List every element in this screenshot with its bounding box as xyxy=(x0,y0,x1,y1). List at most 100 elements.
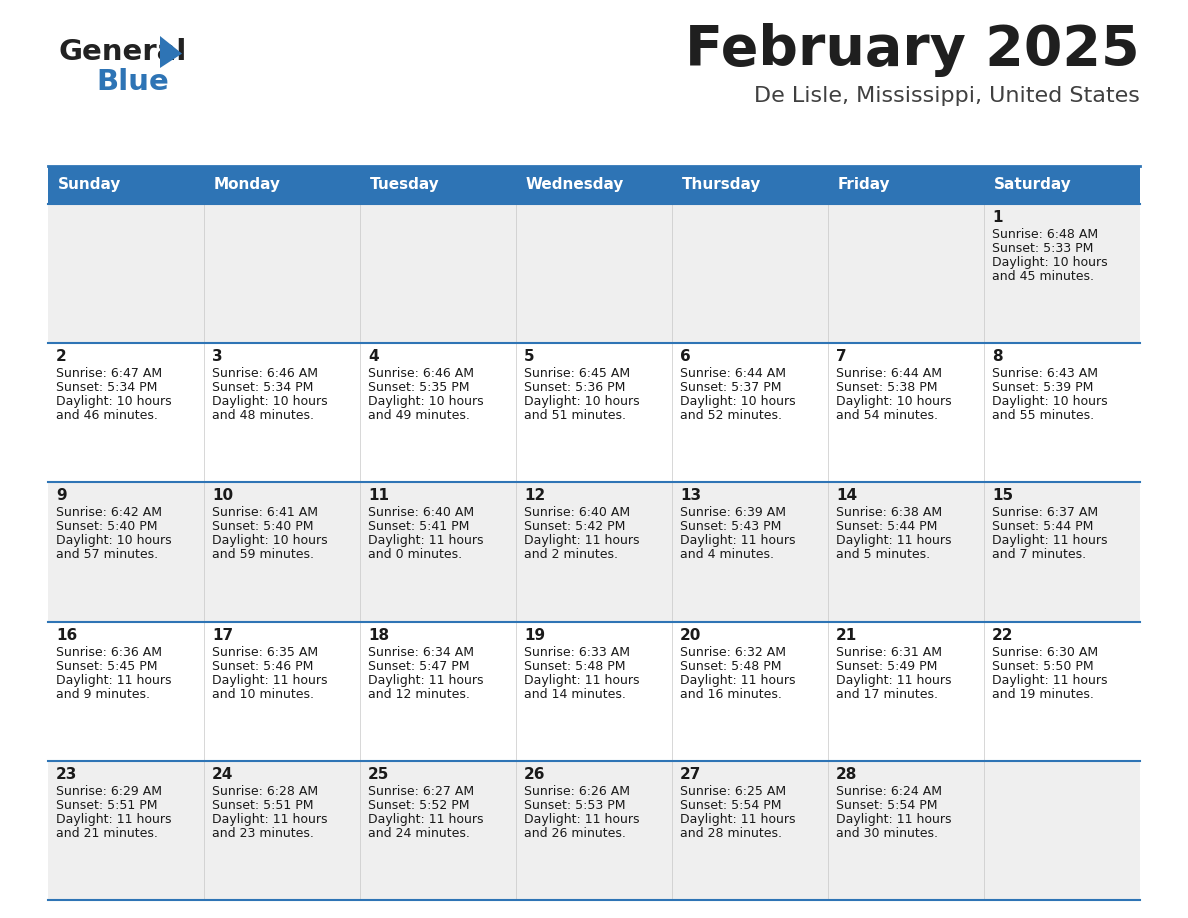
Text: Sunrise: 6:31 AM: Sunrise: 6:31 AM xyxy=(836,645,942,658)
Text: Sunrise: 6:24 AM: Sunrise: 6:24 AM xyxy=(836,785,942,798)
Text: 19: 19 xyxy=(524,628,545,643)
Text: Sunrise: 6:37 AM: Sunrise: 6:37 AM xyxy=(992,507,1098,520)
Text: Sunset: 5:48 PM: Sunset: 5:48 PM xyxy=(524,660,626,673)
Polygon shape xyxy=(160,36,182,68)
Text: Sunset: 5:50 PM: Sunset: 5:50 PM xyxy=(992,660,1094,673)
Text: Daylight: 11 hours: Daylight: 11 hours xyxy=(680,812,796,826)
Text: General: General xyxy=(58,38,187,66)
Text: Daylight: 10 hours: Daylight: 10 hours xyxy=(680,396,796,409)
Text: 6: 6 xyxy=(680,349,690,364)
Bar xyxy=(48,204,1140,343)
Text: Tuesday: Tuesday xyxy=(369,177,440,193)
Text: Daylight: 11 hours: Daylight: 11 hours xyxy=(368,674,484,687)
Bar xyxy=(48,482,1140,621)
Text: and 49 minutes.: and 49 minutes. xyxy=(368,409,470,422)
Text: and 48 minutes.: and 48 minutes. xyxy=(211,409,314,422)
Text: Daylight: 11 hours: Daylight: 11 hours xyxy=(56,674,171,687)
Text: Sunset: 5:51 PM: Sunset: 5:51 PM xyxy=(211,799,314,812)
Text: Sunset: 5:44 PM: Sunset: 5:44 PM xyxy=(836,521,937,533)
Text: Saturday: Saturday xyxy=(994,177,1072,193)
Text: Sunset: 5:34 PM: Sunset: 5:34 PM xyxy=(56,381,157,394)
Text: Daylight: 11 hours: Daylight: 11 hours xyxy=(211,812,328,826)
Text: 10: 10 xyxy=(211,488,233,503)
Text: Sunset: 5:37 PM: Sunset: 5:37 PM xyxy=(680,381,782,394)
Text: Sunrise: 6:45 AM: Sunrise: 6:45 AM xyxy=(524,367,630,380)
Text: Sunset: 5:44 PM: Sunset: 5:44 PM xyxy=(992,521,1093,533)
Text: Sunset: 5:51 PM: Sunset: 5:51 PM xyxy=(56,799,158,812)
Text: Daylight: 11 hours: Daylight: 11 hours xyxy=(992,674,1107,687)
Text: Daylight: 11 hours: Daylight: 11 hours xyxy=(368,812,484,826)
Text: Sunrise: 6:46 AM: Sunrise: 6:46 AM xyxy=(211,367,318,380)
Text: and 21 minutes.: and 21 minutes. xyxy=(56,827,158,840)
Text: and 55 minutes.: and 55 minutes. xyxy=(992,409,1094,422)
Text: Daylight: 10 hours: Daylight: 10 hours xyxy=(368,396,484,409)
Text: Sunrise: 6:28 AM: Sunrise: 6:28 AM xyxy=(211,785,318,798)
Text: 2: 2 xyxy=(56,349,67,364)
Text: Daylight: 10 hours: Daylight: 10 hours xyxy=(211,534,328,547)
Text: Friday: Friday xyxy=(838,177,891,193)
Text: and 14 minutes.: and 14 minutes. xyxy=(524,688,626,700)
Text: 1: 1 xyxy=(992,210,1003,225)
Text: 16: 16 xyxy=(56,628,77,643)
Bar xyxy=(48,343,1140,482)
Text: Daylight: 11 hours: Daylight: 11 hours xyxy=(524,812,639,826)
Text: Sunrise: 6:41 AM: Sunrise: 6:41 AM xyxy=(211,507,318,520)
Text: Sunrise: 6:35 AM: Sunrise: 6:35 AM xyxy=(211,645,318,658)
Text: Sunrise: 6:38 AM: Sunrise: 6:38 AM xyxy=(836,507,942,520)
Text: 15: 15 xyxy=(992,488,1013,503)
Text: Daylight: 11 hours: Daylight: 11 hours xyxy=(836,674,952,687)
Text: and 17 minutes.: and 17 minutes. xyxy=(836,688,939,700)
Text: February 2025: February 2025 xyxy=(685,23,1140,77)
Text: Sunrise: 6:33 AM: Sunrise: 6:33 AM xyxy=(524,645,630,658)
Text: Wednesday: Wednesday xyxy=(526,177,625,193)
Bar xyxy=(48,166,1140,204)
Bar xyxy=(48,761,1140,900)
Text: Sunset: 5:36 PM: Sunset: 5:36 PM xyxy=(524,381,625,394)
Text: Daylight: 10 hours: Daylight: 10 hours xyxy=(524,396,639,409)
Text: Daylight: 10 hours: Daylight: 10 hours xyxy=(56,396,171,409)
Text: and 7 minutes.: and 7 minutes. xyxy=(992,548,1086,562)
Text: 24: 24 xyxy=(211,767,233,782)
Text: Sunset: 5:38 PM: Sunset: 5:38 PM xyxy=(836,381,937,394)
Text: Sunrise: 6:30 AM: Sunrise: 6:30 AM xyxy=(992,645,1098,658)
Text: 11: 11 xyxy=(368,488,388,503)
Text: Sunrise: 6:40 AM: Sunrise: 6:40 AM xyxy=(524,507,630,520)
Text: 3: 3 xyxy=(211,349,222,364)
Text: and 59 minutes.: and 59 minutes. xyxy=(211,548,314,562)
Text: and 57 minutes.: and 57 minutes. xyxy=(56,548,158,562)
Bar xyxy=(48,621,1140,761)
Text: Sunset: 5:46 PM: Sunset: 5:46 PM xyxy=(211,660,314,673)
Text: Sunset: 5:35 PM: Sunset: 5:35 PM xyxy=(368,381,469,394)
Text: 28: 28 xyxy=(836,767,858,782)
Text: and 0 minutes.: and 0 minutes. xyxy=(368,548,462,562)
Text: 9: 9 xyxy=(56,488,67,503)
Text: and 28 minutes.: and 28 minutes. xyxy=(680,827,782,840)
Text: Sunrise: 6:32 AM: Sunrise: 6:32 AM xyxy=(680,645,786,658)
Text: Sunset: 5:54 PM: Sunset: 5:54 PM xyxy=(680,799,782,812)
Text: Sunset: 5:54 PM: Sunset: 5:54 PM xyxy=(836,799,937,812)
Text: and 24 minutes.: and 24 minutes. xyxy=(368,827,470,840)
Text: Daylight: 11 hours: Daylight: 11 hours xyxy=(56,812,171,826)
Text: 20: 20 xyxy=(680,628,701,643)
Text: and 19 minutes.: and 19 minutes. xyxy=(992,688,1094,700)
Text: 25: 25 xyxy=(368,767,390,782)
Text: and 45 minutes.: and 45 minutes. xyxy=(992,270,1094,283)
Text: 17: 17 xyxy=(211,628,233,643)
Text: Daylight: 10 hours: Daylight: 10 hours xyxy=(56,534,171,547)
Text: and 10 minutes.: and 10 minutes. xyxy=(211,688,314,700)
Text: Sunrise: 6:40 AM: Sunrise: 6:40 AM xyxy=(368,507,474,520)
Text: Sunset: 5:33 PM: Sunset: 5:33 PM xyxy=(992,242,1093,255)
Text: Sunday: Sunday xyxy=(58,177,121,193)
Text: 23: 23 xyxy=(56,767,77,782)
Text: and 12 minutes.: and 12 minutes. xyxy=(368,688,470,700)
Text: Sunset: 5:41 PM: Sunset: 5:41 PM xyxy=(368,521,469,533)
Text: Daylight: 11 hours: Daylight: 11 hours xyxy=(680,534,796,547)
Text: Sunrise: 6:43 AM: Sunrise: 6:43 AM xyxy=(992,367,1098,380)
Text: Sunset: 5:49 PM: Sunset: 5:49 PM xyxy=(836,660,937,673)
Text: and 54 minutes.: and 54 minutes. xyxy=(836,409,939,422)
Text: 14: 14 xyxy=(836,488,857,503)
Text: Sunrise: 6:46 AM: Sunrise: 6:46 AM xyxy=(368,367,474,380)
Text: De Lisle, Mississippi, United States: De Lisle, Mississippi, United States xyxy=(754,86,1140,106)
Text: 21: 21 xyxy=(836,628,858,643)
Text: 12: 12 xyxy=(524,488,545,503)
